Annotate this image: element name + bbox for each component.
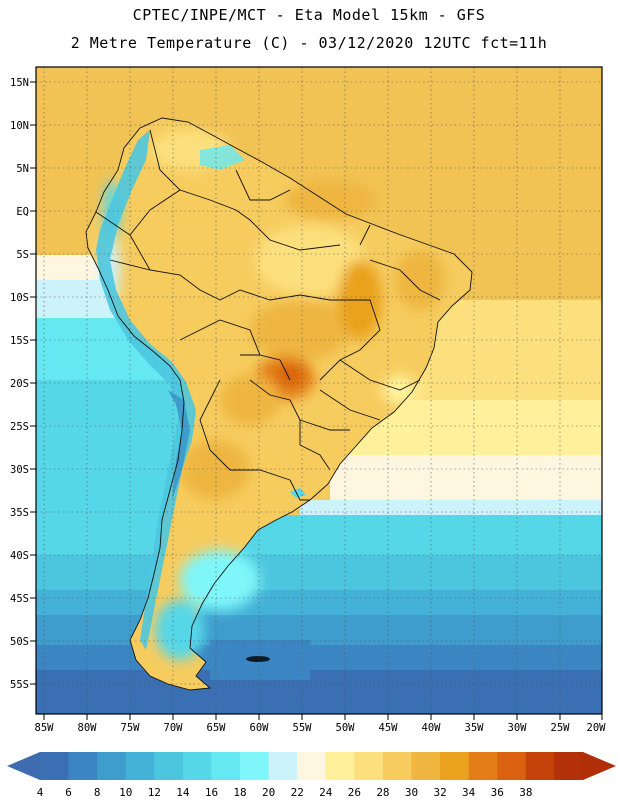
colorbar-swatch [382,752,413,780]
lon-label: 65W [207,722,227,734]
lon-label: 55W [293,722,313,734]
lat-label: 45S [10,593,29,605]
colorbar-tick-label: 32 [433,786,446,799]
colorbar-tick-label: 6 [65,786,72,799]
longitude-labels: 85W 80W 75W 70W 65W 60W 55W 50W 45W 40W … [35,722,607,734]
lon-label: 80W [78,722,98,734]
lat-label: 25S [10,421,29,433]
colorbar-tick-label: 36 [491,786,504,799]
colorbar-tick-label: 16 [205,786,218,799]
colorbar-tick-label: 10 [119,786,132,799]
colorbar-tick-label: 4 [37,786,44,799]
colorbar-swatch [68,752,98,780]
lat-label: 5S [16,249,29,261]
colorbar-tick-label: 22 [291,786,304,799]
colorbar-swatch [297,752,327,780]
colorbar-tick-label: 28 [376,786,389,799]
colorbar-tick-label: 14 [176,786,190,799]
lat-label: 55S [10,679,29,691]
lat-label: 10N [10,120,29,132]
lat-label: 15N [10,77,29,89]
lat-label: 40S [10,550,29,562]
lon-label: 60W [250,722,270,734]
title-line-2: 2 Metre Temperature (C) - 03/12/2020 12U… [70,34,548,52]
latitude-labels: 15N 10N 5N EQ 5S 10S 15S 20S 25S 30S 35S… [10,77,29,691]
colorbar-legend: 4 6 8 10 12 14 16 18 20 22 24 26 28 30 32 34 36 38 [7,752,616,799]
colorbar-tick-label: 26 [348,786,361,799]
colorbar-swatch [468,752,498,780]
lat-label: 15S [10,335,29,347]
lat-label: 35S [10,507,29,519]
lon-label: 70W [164,722,184,734]
lon-label: 75W [121,722,141,734]
lon-label: 85W [35,722,55,734]
colorbar-tick-label: 8 [94,786,101,799]
colorbar-swatch [211,752,241,780]
lat-label: 20S [10,378,29,390]
colorbar-swatch [411,752,441,780]
lon-label: 45W [379,722,399,734]
colorbar-swatch [554,752,584,780]
colorbar-swatch [497,752,527,780]
colorbar-tick-label: 12 [148,786,161,799]
lat-label: EQ [16,206,29,218]
lon-label: 30W [508,722,528,734]
axis-ticks [30,81,603,720]
colorbar-swatch [325,752,355,780]
lon-label: 35W [465,722,485,734]
lon-label: 20W [587,722,607,734]
colorbar-under-arrow [7,752,40,780]
lat-label: 5N [16,163,29,175]
lat-label: 50S [10,636,29,648]
temperature-field [36,67,602,714]
colorbar-swatch [154,752,184,780]
colorbar-swatch [525,752,555,780]
colorbar-swatch [268,752,298,780]
lat-label: 30S [10,464,29,476]
lon-label: 40W [422,722,442,734]
map-frame [35,66,603,715]
colorbar-swatch [97,752,127,780]
andes-cold-ridge [96,130,196,650]
colorbar-swatch [440,752,470,780]
colorbar-swatch [182,752,212,780]
colorbar-swatch [354,752,384,780]
colorbar-tick-label: 18 [233,786,246,799]
colorbar-tick-label: 20 [262,786,275,799]
colorbar-tick-label: 38 [519,786,532,799]
colorbar-tick-label: 30 [405,786,418,799]
colorbar-tick-label: 24 [319,786,333,799]
colorbar-swatch [125,752,155,780]
colorbar-swatch [40,752,70,780]
colorbar-swatch [240,752,270,780]
lon-label: 25W [551,722,571,734]
colorbar-tick-label: 34 [462,786,476,799]
colorbar-over-arrow [583,752,616,780]
lon-label: 50W [336,722,356,734]
lat-label: 10S [10,292,29,304]
country-borders [85,117,473,691]
title-line-1: CPTEC/INPE/MCT - Eta Model 15km - GFS [132,6,486,24]
